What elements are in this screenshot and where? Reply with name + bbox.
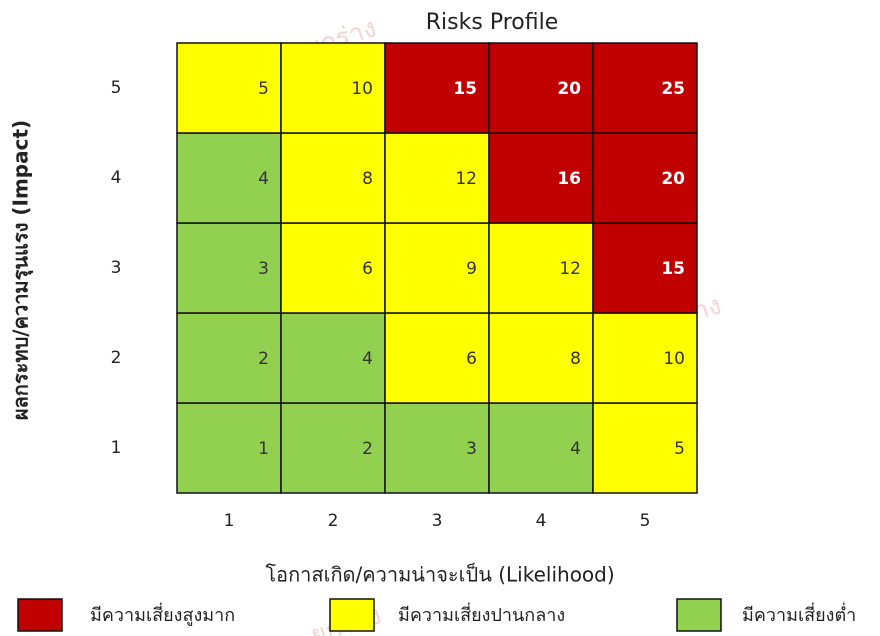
cell bbox=[384, 42, 490, 134]
cell bbox=[176, 312, 282, 404]
cell bbox=[488, 132, 594, 224]
legend-swatch bbox=[329, 598, 375, 632]
x-tick-label: 5 bbox=[640, 511, 651, 531]
cell bbox=[488, 402, 594, 494]
legend-swatch bbox=[17, 598, 63, 632]
x-tick-label: 1 bbox=[224, 511, 235, 531]
cell bbox=[384, 312, 490, 404]
cell bbox=[488, 42, 594, 134]
x-tick-label: 2 bbox=[328, 511, 339, 531]
y-tick-label: 5 bbox=[111, 78, 122, 98]
cell-value: 4 bbox=[258, 169, 269, 189]
cell bbox=[280, 402, 386, 494]
cell-value: 10 bbox=[351, 79, 373, 99]
y-tick-label: 3 bbox=[111, 258, 122, 278]
cell-value: 10 bbox=[663, 349, 685, 369]
cell bbox=[384, 132, 490, 224]
cell bbox=[592, 132, 698, 224]
legend-swatch bbox=[676, 598, 722, 632]
cell-value: 2 bbox=[362, 439, 373, 459]
cell-value: 8 bbox=[570, 349, 581, 369]
cell-value: 4 bbox=[362, 349, 373, 369]
cell bbox=[488, 222, 594, 314]
cell-value: 1 bbox=[258, 439, 269, 459]
cell bbox=[176, 132, 282, 224]
y-tick-label: 4 bbox=[111, 168, 122, 188]
cell-value: 12 bbox=[559, 259, 581, 279]
cell-value: 5 bbox=[258, 79, 269, 99]
cell-value: 4 bbox=[570, 439, 581, 459]
y-axis-label: ผลกระทบ/ความรุนแรง (Impact) bbox=[9, 120, 34, 420]
cell-value: 15 bbox=[453, 79, 477, 99]
y-tick-label: 2 bbox=[111, 348, 122, 368]
cell-value: 15 bbox=[661, 259, 685, 279]
cell-value: 6 bbox=[466, 349, 477, 369]
cell-value: 2 bbox=[258, 349, 269, 369]
cell bbox=[280, 132, 386, 224]
cell-value: 20 bbox=[557, 79, 581, 99]
legend-label: มีความเสี่ยงปานกลาง bbox=[398, 602, 565, 626]
cell-value: 20 bbox=[661, 169, 685, 189]
x-tick-label: 4 bbox=[536, 511, 547, 531]
cell bbox=[384, 222, 490, 314]
cell bbox=[488, 312, 594, 404]
x-axis-label: โอกาสเกิด/ความน่าจะเป็น (Likelihood) bbox=[265, 562, 614, 587]
cell-value: 12 bbox=[455, 169, 477, 189]
cell-value: 9 bbox=[466, 259, 477, 279]
cell-value: 5 bbox=[674, 439, 685, 459]
cell bbox=[384, 402, 490, 494]
cell bbox=[592, 42, 698, 134]
legend-label: มีความเสี่ยงสูงมาก bbox=[90, 602, 235, 626]
cell bbox=[280, 42, 386, 134]
chart-title: Risks Profile bbox=[426, 10, 558, 35]
cell-value: 16 bbox=[557, 169, 581, 189]
x-tick-label: 3 bbox=[432, 511, 443, 531]
y-tick-label: 1 bbox=[111, 438, 122, 458]
cell-value: 3 bbox=[466, 439, 477, 459]
cell bbox=[592, 312, 698, 404]
cell-value: 3 bbox=[258, 259, 269, 279]
cell-value: 25 bbox=[661, 79, 685, 99]
legend-label: มีความเสี่ยงต่ำ bbox=[742, 602, 856, 626]
cell bbox=[592, 402, 698, 494]
cell-value: 8 bbox=[362, 169, 373, 189]
cell bbox=[176, 42, 282, 134]
cell-value: 6 bbox=[362, 259, 373, 279]
cell bbox=[592, 222, 698, 314]
